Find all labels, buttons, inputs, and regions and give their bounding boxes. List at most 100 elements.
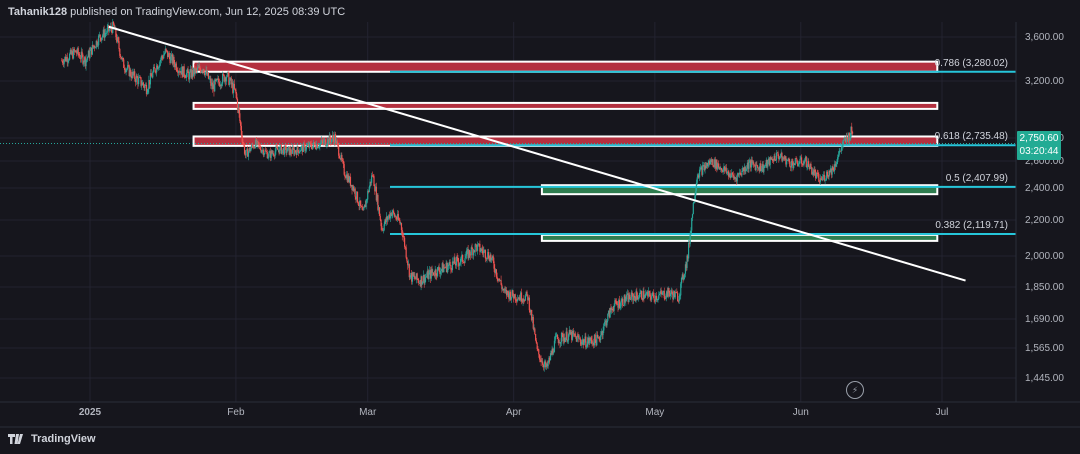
candle-body: [543, 364, 545, 368]
candle-body: [203, 72, 206, 76]
candle-body: [672, 293, 674, 300]
candle-body: [312, 142, 315, 146]
candle-body: [217, 78, 219, 80]
candle-body: [575, 336, 578, 342]
candle-body: [677, 293, 679, 302]
candle-body: [838, 150, 840, 155]
candle-body: [150, 73, 152, 77]
candle-body: [653, 295, 655, 300]
candle-body: [622, 298, 624, 306]
candle-body: [844, 138, 846, 140]
candle-body: [384, 219, 386, 225]
y-axis-labels: 3,600.003,200.002,800.002,600.002,400.00…: [1025, 32, 1064, 384]
y-tick-label: 1,445.00: [1025, 373, 1064, 384]
candle-body: [847, 138, 849, 142]
candle-body: [318, 146, 320, 148]
candle-body: [721, 170, 723, 173]
candle-body: [529, 310, 531, 313]
candle-body: [513, 294, 516, 299]
author-name[interactable]: Tahanik128: [8, 6, 68, 18]
candle-body: [196, 68, 198, 71]
candle-body: [320, 140, 323, 143]
candle-body: [691, 217, 693, 231]
candle-body: [251, 144, 253, 149]
candle-body: [370, 181, 372, 183]
candle-body: [200, 71, 203, 73]
candle-body: [698, 169, 701, 178]
candle-body: [460, 256, 462, 263]
candle-body: [371, 175, 374, 177]
candle-body: [501, 284, 503, 290]
candle-body: [618, 299, 621, 308]
candle-body: [469, 250, 471, 255]
candle-body: [673, 291, 676, 298]
candle-body: [130, 69, 132, 76]
candle-body: [233, 83, 235, 89]
candle-body: [284, 145, 286, 147]
candle-body: [818, 174, 820, 182]
candle-body: [831, 166, 833, 175]
candle-body: [73, 48, 75, 52]
candle-body: [523, 299, 525, 301]
footer-brand-label: TradingView: [31, 433, 96, 445]
candle-body: [367, 191, 369, 200]
candle-body: [199, 66, 201, 70]
candle-body: [400, 223, 403, 230]
candle-body: [376, 194, 378, 201]
candle-body: [846, 136, 848, 139]
candle-body: [560, 341, 562, 344]
candle-body: [839, 150, 841, 152]
candle-body: [239, 113, 241, 122]
candle-body: [508, 293, 510, 299]
candle-body: [505, 290, 507, 291]
candle-body: [625, 299, 627, 302]
candle-body: [411, 273, 413, 282]
candle-body: [606, 320, 608, 326]
candle-body: [158, 66, 160, 68]
candle-body: [772, 160, 774, 162]
candle-body: [248, 147, 250, 152]
candle-body: [738, 172, 741, 175]
candle-body: [373, 176, 375, 187]
candle-body: [776, 152, 778, 154]
candle-body: [200, 69, 202, 73]
candle-body: [706, 162, 708, 169]
lightning-icon[interactable]: ⚡: [846, 381, 864, 399]
candle-body: [516, 299, 518, 302]
candle-body: [247, 148, 249, 157]
candle-body: [702, 165, 704, 175]
candle-body: [210, 78, 212, 86]
candle-body: [374, 186, 377, 192]
candle-body: [191, 70, 193, 78]
candle-body: [571, 331, 573, 340]
candle-body: [170, 54, 173, 57]
last-price: 2,750.60: [1019, 133, 1059, 144]
candle-body: [119, 55, 122, 58]
candle-body: [212, 84, 214, 90]
candle-body: [695, 182, 698, 191]
candle-body: [220, 84, 222, 86]
candle-body: [143, 85, 145, 88]
candle-body: [242, 141, 244, 144]
candle-body: [367, 191, 370, 193]
candle-body: [281, 149, 283, 154]
candle-body: [434, 269, 436, 276]
candle-body: [290, 148, 292, 153]
candle-body: [419, 282, 421, 287]
fib-label: 0.618 (2,735.48): [935, 131, 1008, 142]
candle-body: [436, 275, 438, 277]
candle-body: [115, 27, 117, 37]
candle-body: [130, 75, 133, 79]
candle-body: [245, 150, 247, 156]
candle-body: [302, 145, 304, 152]
candle-body: [684, 264, 687, 274]
candle-body: [280, 145, 283, 154]
footer-brand[interactable]: TradingView: [8, 431, 96, 447]
candle-body: [95, 40, 97, 48]
candle-body: [403, 236, 405, 238]
candle-body: [356, 191, 358, 200]
candle-body: [519, 297, 521, 301]
candle-body: [717, 163, 720, 168]
candle-body: [801, 163, 803, 165]
